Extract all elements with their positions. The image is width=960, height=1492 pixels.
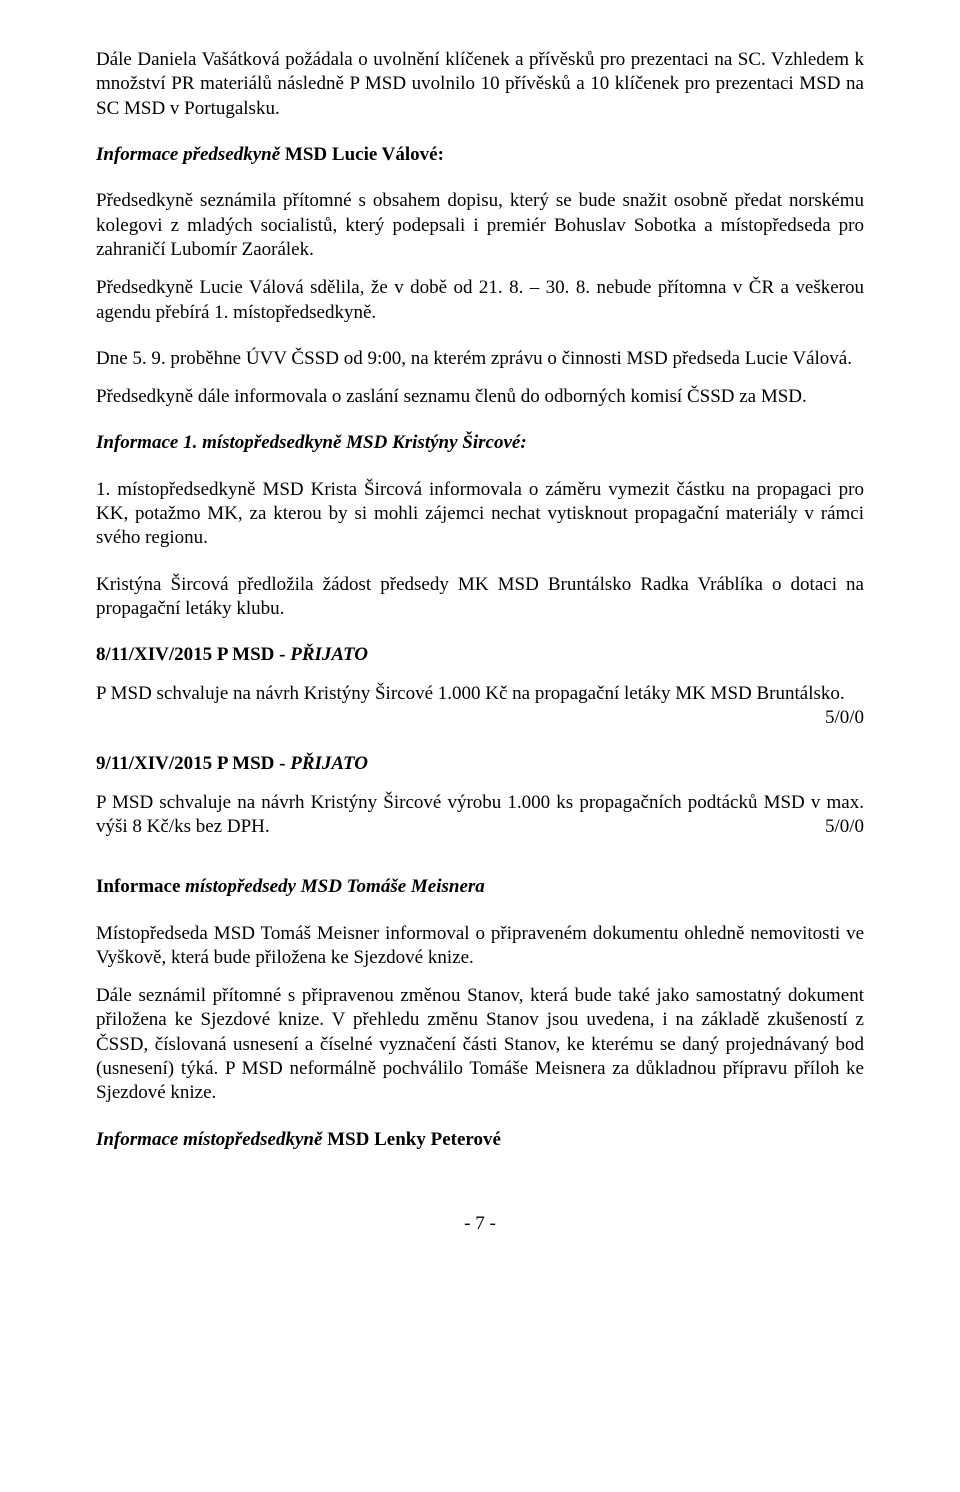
section-heading: Informace místopředsedkyně MSD Lenky Pet… <box>96 1128 864 1152</box>
resolution-text: P MSD schvaluje na návrh Kristýny Šircov… <box>96 791 864 840</box>
resolution-number: 8/11/XIV/2015 P MSD - <box>96 644 290 665</box>
paragraph: Předsedkyně Lucie Válová sdělila, že v d… <box>96 276 864 325</box>
heading-part: Informace předsedkyně <box>96 144 280 165</box>
section-heading: Informace místopředsedy MSD Tomáše Meisn… <box>96 875 864 899</box>
resolution-vote: 5/0/0 <box>825 706 864 730</box>
paragraph: Předsedkyně dále informovala o zaslání s… <box>96 385 864 409</box>
heading-part: Informace <box>96 876 180 897</box>
heading-part: MSD Lenky Peterové <box>322 1129 501 1150</box>
paragraph: Předsedkyně seznámila přítomné s obsahem… <box>96 189 864 262</box>
resolution-number: 9/11/XIV/2015 P MSD - <box>96 753 290 774</box>
paragraph: Dne 5. 9. proběhne ÚVV ČSSD od 9:00, na … <box>96 347 864 371</box>
section-heading: Informace předsedkyně MSD Lucie Válové: <box>96 143 864 167</box>
heading-part: Informace místopředsedkyně <box>96 1129 322 1150</box>
section-heading: Informace 1. místopředsedkyně MSD Kristý… <box>96 431 864 455</box>
page-footer: - 7 - <box>96 1212 864 1236</box>
document-page: Dále Daniela Vašátková požádala o uvolně… <box>0 0 960 1492</box>
heading-part: místopředsedy MSD Tomáše Meisnera <box>180 876 484 897</box>
resolution-text: P MSD schvaluje na návrh Kristýny Šircov… <box>96 682 864 706</box>
resolution-body: P MSD schvaluje na návrh Kristýny Šircov… <box>96 792 864 837</box>
paragraph: 1. místopředsedkyně MSD Krista Šircová i… <box>96 478 864 551</box>
resolution-code: 9/11/XIV/2015 P MSD - PŘIJATO <box>96 752 864 776</box>
paragraph: Dále Daniela Vašátková požádala o uvolně… <box>96 48 864 121</box>
resolution-status: PŘIJATO <box>290 644 368 665</box>
resolution-status: PŘIJATO <box>290 753 368 774</box>
paragraph: Místopředseda MSD Tomáš Meisner informov… <box>96 922 864 971</box>
paragraph: Dále seznámil přítomné s připravenou změ… <box>96 984 864 1106</box>
paragraph: Kristýna Šircová předložila žádost předs… <box>96 573 864 622</box>
resolution-code: 8/11/XIV/2015 P MSD - PŘIJATO <box>96 643 864 667</box>
resolution-body: P MSD schvaluje na návrh Kristýny Šircov… <box>96 683 845 704</box>
resolution-vote: 5/0/0 <box>825 815 864 839</box>
heading-part: MSD Lucie Válové: <box>280 144 444 165</box>
